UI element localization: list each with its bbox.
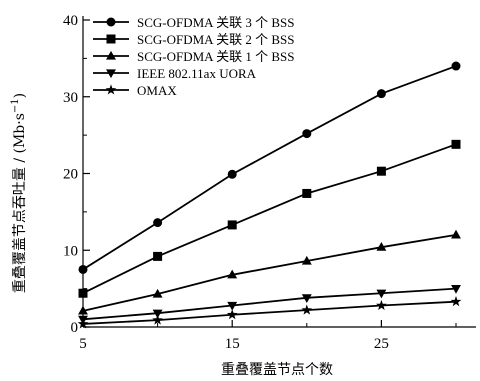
series-line <box>82 65 457 271</box>
triangle-up-marker <box>451 229 461 239</box>
series-5 <box>77 296 462 329</box>
triangle-up-marker <box>376 242 387 251</box>
legend-label: SCG-OFDMA 关联 2 个 BSS <box>137 32 295 47</box>
triangle-down-marker <box>106 69 116 79</box>
ticks: 0 10 20 30 40 5 15 25 <box>63 13 457 352</box>
star-marker <box>301 304 313 315</box>
y-axis-title: 重叠覆盖节点吞吐量 / (Mb·s−1) <box>10 93 28 293</box>
triangle-down-marker <box>376 289 387 299</box>
series-line <box>82 234 457 312</box>
square-marker <box>227 220 237 230</box>
square-marker <box>106 34 116 44</box>
series-layer <box>77 61 462 329</box>
legend-item: SCG-OFDMA 关联 2 个 BSS <box>93 32 295 47</box>
circle-marker <box>153 218 163 228</box>
legend-label: OMAX <box>137 83 177 98</box>
series-line <box>82 287 457 321</box>
triangle-down-marker <box>227 301 238 311</box>
y-axis-title-main: 重叠覆盖节点吞吐量 / (Mb·s <box>12 113 28 293</box>
y-tick-label: 10 <box>63 243 78 259</box>
circle-marker <box>106 17 116 27</box>
x-tick-label: 15 <box>225 336 240 352</box>
square-marker <box>451 139 461 149</box>
triangle-up-marker <box>301 255 312 265</box>
y-axis-title-close: ) <box>12 93 28 98</box>
triangle-up-marker <box>78 305 88 315</box>
star-marker <box>376 299 387 311</box>
star-marker <box>77 318 89 329</box>
triangle-up-marker <box>106 50 116 60</box>
legend-item: IEEE 802.11ax UORA <box>93 66 257 81</box>
circle-marker <box>78 264 88 274</box>
triangle-up-marker <box>152 288 163 298</box>
legend-item: SCG-OFDMA 关联 1 个 BSS <box>93 49 295 64</box>
series-line <box>82 300 457 325</box>
square-marker <box>302 188 312 198</box>
axes <box>82 16 476 328</box>
x-tick-label: 25 <box>374 336 389 352</box>
square-marker <box>376 166 386 176</box>
triangle-down-marker <box>152 309 163 319</box>
y-tick-label: 30 <box>63 90 78 106</box>
series-2 <box>78 139 461 298</box>
series-4 <box>78 285 461 325</box>
legend-label: IEEE 802.11ax UORA <box>137 66 257 81</box>
series-line <box>82 143 457 295</box>
square-marker <box>153 251 163 261</box>
legend: SCG-OFDMA 关联 3 个 BSS SCG-OFDMA 关联 2 个 BSS… <box>93 15 295 98</box>
y-tick-label: 20 <box>63 167 78 183</box>
circle-marker <box>227 169 237 179</box>
series-1 <box>78 61 461 274</box>
star-marker <box>226 309 238 320</box>
legend-label: SCG-OFDMA 关联 1 个 BSS <box>137 49 295 64</box>
x-axis-title: 重叠覆盖节点个数 <box>221 362 333 378</box>
circle-marker <box>376 89 386 99</box>
triangle-down-marker <box>301 294 312 304</box>
legend-label: SCG-OFDMA 关联 3 个 BSS <box>137 15 295 30</box>
y-tick-label: 0 <box>71 320 79 336</box>
star-marker <box>450 296 462 307</box>
series-3 <box>78 229 461 315</box>
triangle-up-marker <box>227 269 238 279</box>
star-marker <box>105 84 117 95</box>
y-axis-title-exponent: −1 <box>10 98 21 113</box>
circle-marker <box>302 129 312 139</box>
circle-marker <box>451 61 461 71</box>
y-tick-label: 40 <box>63 13 78 29</box>
legend-item: OMAX <box>93 83 177 98</box>
star-marker <box>152 314 163 325</box>
triangle-down-marker <box>451 285 461 294</box>
x-tick-label: 5 <box>79 336 87 352</box>
legend-item: SCG-OFDMA 关联 3 个 BSS <box>93 15 295 30</box>
square-marker <box>78 288 88 298</box>
